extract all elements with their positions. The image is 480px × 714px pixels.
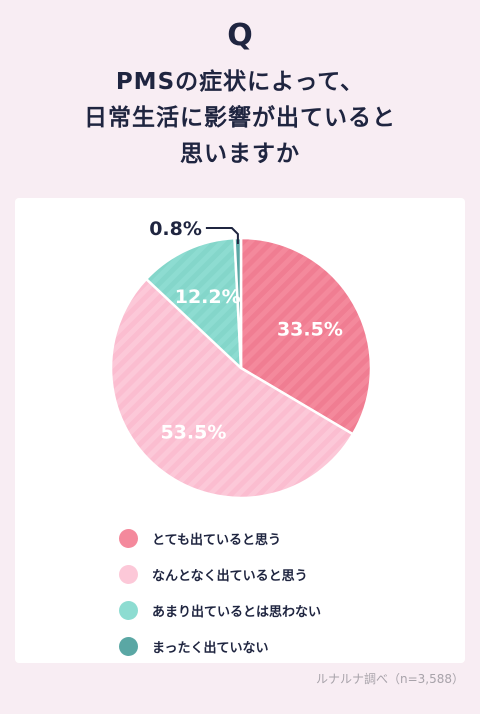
legend-item: とても出ていると思う <box>119 520 321 556</box>
slice-label: 53.5% <box>160 421 226 443</box>
chart-card: 33.5% 53.5% 12.2% 0.8% とても出ていると思う なんとなく出ている… <box>15 198 465 663</box>
page-title: PMSの症状によって、 日常生活に影響が出ていると 思いますか <box>0 64 480 172</box>
title-line: PMSの症状によって、 <box>115 69 365 95</box>
legend-swatch <box>119 564 138 584</box>
legend-item: あまり出ているとは思わない <box>119 592 321 628</box>
title-line: 日常生活に影響が出ていると <box>84 105 396 131</box>
legend-swatch <box>119 636 138 656</box>
pie-slice <box>239 236 373 436</box>
legend-swatch <box>119 528 138 548</box>
slice-label: 33.5% <box>277 319 343 341</box>
slice-label-outside: 0.8% <box>149 218 202 240</box>
legend: とても出ていると思う なんとなく出ていると思う あまり出ているとは思わない まっ… <box>119 520 321 664</box>
leader-line <box>205 227 239 244</box>
slice-label: 12.2% <box>175 286 241 308</box>
legend-swatch <box>119 600 138 620</box>
source-note: ルナルナ調べ（n=3,588） <box>315 672 464 686</box>
legend-label: まったく出ていない <box>152 640 269 656</box>
pie-slice <box>109 277 355 500</box>
pie-chart: 33.5% 53.5% 12.2% 0.8% <box>109 218 373 500</box>
legend-label: なんとなく出ていると思う <box>152 568 308 584</box>
pie-slice <box>144 236 243 370</box>
legend-label: とても出ていると思う <box>152 532 281 548</box>
legend-label: あまり出ているとは思わない <box>152 604 322 620</box>
legend-item: なんとなく出ていると思う <box>119 556 321 592</box>
legend-item: まったく出ていない <box>119 628 321 664</box>
question-mark: Q <box>227 18 253 53</box>
title-line: 思いますか <box>180 141 300 167</box>
